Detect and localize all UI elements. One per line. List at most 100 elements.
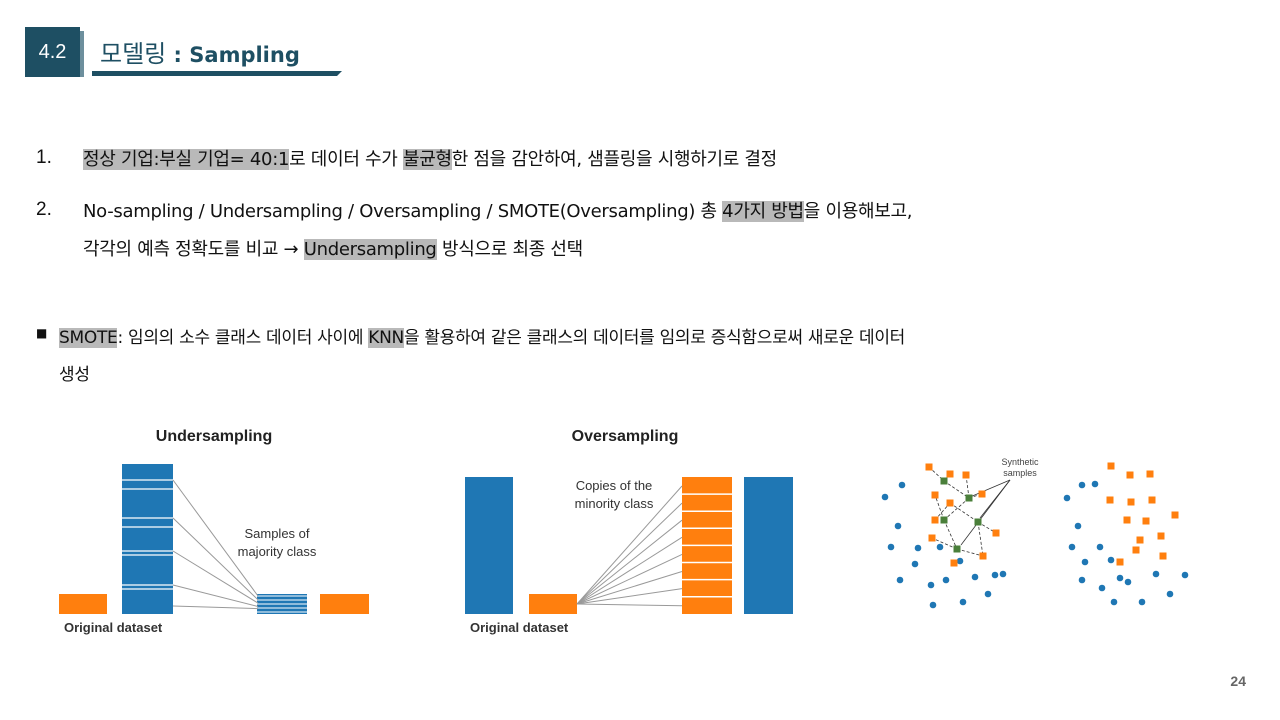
result-blue-point — [1074, 522, 1082, 530]
result-blue-point — [1107, 556, 1115, 564]
item-2-l2-seg-4: 방식으로 최종 선택 — [436, 239, 583, 260]
majority-stack — [122, 464, 173, 614]
connector-line — [172, 517, 259, 601]
smote-blue-point — [991, 571, 999, 579]
result-blue-point — [1138, 598, 1146, 606]
smote-link — [977, 521, 984, 557]
smote-blue-point — [927, 581, 935, 589]
smote-blue-point — [911, 560, 919, 568]
result-orange-point — [1157, 532, 1165, 540]
item-2-line-1: No-sampling / Undersampling / Oversampli… — [83, 197, 913, 223]
item-2-line-2: 각각의 예측 정확도를 비교 → Undersampling 방식으로 최종 선… — [83, 235, 583, 261]
item-2-l1-seg-2: 을 이용해보고, — [803, 201, 913, 222]
copy-line — [576, 519, 683, 605]
result-orange-point — [1106, 496, 1114, 504]
item-2-number: 2. — [36, 199, 52, 220]
page-title-sub: : Sampling — [166, 43, 300, 67]
connector-line — [172, 605, 259, 610]
smote-link — [934, 494, 945, 521]
result-blue-point — [1181, 571, 1189, 579]
smote-orange-point — [946, 470, 954, 478]
result-blue-point — [1124, 578, 1132, 586]
connector-line — [172, 479, 259, 597]
smote-synthetic-point — [953, 545, 961, 553]
smote-blue-point — [971, 573, 979, 581]
copy-line — [576, 536, 683, 605]
copy-line — [576, 588, 683, 605]
copy-line — [576, 571, 683, 605]
item-1-number: 1. — [36, 147, 52, 168]
item-2-l1-seg-0: No-sampling / Undersampling / Oversampli… — [83, 201, 723, 222]
section-number-badge: 4.2 — [25, 27, 84, 77]
square-bullet-icon: ■ — [36, 326, 48, 340]
copy-line — [576, 603, 683, 607]
smote-synthetic-point — [965, 494, 973, 502]
undersampling-diagram — [59, 464, 369, 614]
oversampling-diagram — [465, 477, 793, 614]
result-blue-point — [1166, 590, 1174, 598]
smote-blue-point — [936, 543, 944, 551]
copy-line — [576, 485, 683, 605]
smote-blue-point — [894, 522, 902, 530]
result-blue-point — [1152, 570, 1160, 578]
smote-blue-point — [999, 570, 1007, 578]
smote-seg-0: SMOTE — [59, 328, 118, 348]
result-orange-point — [1159, 552, 1167, 560]
item-2-l2-seg-3: Undersampling — [303, 239, 437, 260]
copy-line — [576, 553, 683, 605]
oversampling-label-line-2: minority class — [575, 496, 654, 511]
result-blue-point — [1110, 598, 1118, 606]
smote-label-line-1: Synthetic — [1001, 457, 1039, 467]
smote-link — [965, 474, 970, 499]
smote-link — [934, 502, 951, 521]
item-1-seg-1: 로 데이터 수가 — [289, 149, 403, 170]
result-orange-point — [1127, 498, 1135, 506]
smote-link — [943, 519, 958, 550]
result-blue-point — [1096, 543, 1104, 551]
item-1-seg-3: 한 점을 감안하여, 샘플링을 시행하기로 결정 — [451, 149, 778, 170]
undersampling-footer: Original dataset — [64, 620, 163, 635]
smote-blue-point — [881, 493, 889, 501]
item-2-l1-seg-1: 4가지 방법 — [722, 201, 804, 222]
arrow-icon: → — [283, 239, 299, 260]
result-orange-point — [1148, 496, 1156, 504]
item-1-seg-2: 불균형 — [402, 149, 452, 170]
oversampling-footer: Original dataset — [470, 620, 569, 635]
smote-link — [949, 502, 979, 523]
minority-block-left — [59, 594, 107, 614]
smote-orange-point — [946, 499, 954, 507]
result-blue-point — [1081, 558, 1089, 566]
smote-seg-2: KNN — [368, 328, 404, 348]
smote-orange-point — [925, 463, 933, 471]
result-orange-point — [1171, 511, 1179, 519]
result-blue-point — [1091, 480, 1099, 488]
smote-synthetic-point — [940, 477, 948, 485]
result-orange-point — [1116, 558, 1124, 566]
smote-blue-point — [956, 557, 964, 565]
result-blue-point — [1063, 494, 1071, 502]
result-orange-point — [1136, 536, 1144, 544]
smote-synthetic-point — [974, 518, 982, 526]
result-blue-point — [1068, 543, 1076, 551]
minority-block — [529, 594, 577, 614]
title-underline — [92, 71, 342, 76]
smote-link — [943, 497, 970, 521]
section-number: 4.2 — [38, 40, 67, 63]
result-orange-point — [1146, 470, 1154, 478]
smote-orange-point — [962, 471, 970, 479]
oversampling-title: Oversampling — [572, 428, 679, 445]
item-1-seg-0: 정상 기업:부실 기업= 40:1 — [83, 149, 290, 170]
connector-line — [172, 550, 259, 604]
undersampling-title: Undersampling — [156, 428, 272, 445]
result-orange-point — [1142, 517, 1150, 525]
minority-block-right — [320, 594, 369, 614]
majority-block-right — [744, 477, 793, 614]
item-1-text: 정상 기업:부실 기업= 40:1로 데이터 수가 불균형한 점을 감안하여, … — [83, 145, 777, 171]
result-blue-point — [1078, 576, 1086, 584]
copy-line — [576, 502, 683, 605]
smote-note-line-2: 생성 — [59, 365, 90, 385]
smote-blue-point — [898, 481, 906, 489]
result-orange-point — [1126, 471, 1134, 479]
undersampling-label-line-2: majority class — [238, 544, 317, 559]
